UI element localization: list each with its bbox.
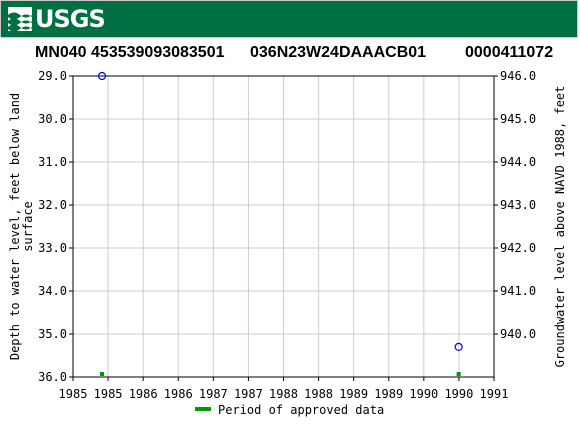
y-right-tick-label: 944.0	[500, 155, 536, 169]
y-left-tick-label: 29.0	[38, 69, 67, 83]
y-left-tick-label: 34.0	[38, 284, 67, 298]
x-tick-label: 1988	[304, 387, 333, 401]
x-tick-label: 1987	[199, 387, 228, 401]
x-tick-label: 1990	[409, 387, 438, 401]
x-tick-label: 1989	[339, 387, 368, 401]
site-name: 036N23W24DAAACB01	[250, 44, 427, 61]
y-left-tick-label: 35.0	[38, 327, 67, 341]
x-tick-label: 1986	[164, 387, 193, 401]
y-left-axis-title: Depth to water level, feet below land	[8, 93, 22, 360]
data-point	[454, 342, 463, 351]
approved-period-marker	[456, 372, 461, 376]
y-right-tick-label: 941.0	[500, 284, 536, 298]
usgs-logo[interactable]: USGS	[8, 5, 106, 33]
y-right-tick-label: 946.0	[500, 69, 536, 83]
usgs-banner: USGS	[0, 0, 578, 38]
site-number: 0000411072	[465, 44, 554, 61]
x-tick-label: 1987	[234, 387, 263, 401]
site-id: MN040 453539093083501	[35, 44, 225, 61]
y-left-tick-label: 31.0	[38, 155, 67, 169]
y-left-tick-label: 36.0	[38, 370, 67, 384]
usgs-logo-text: USGS	[35, 5, 106, 33]
x-tick-label: 1985	[94, 387, 123, 401]
x-tick-label: 1985	[59, 387, 88, 401]
y-right-tick-label: 945.0	[500, 112, 536, 126]
y-left-tick-label: 32.0	[38, 198, 67, 212]
x-tick-label: 1991	[480, 387, 509, 401]
y-left-tick-label: 30.0	[38, 112, 67, 126]
legend-label-approved: Period of approved data	[218, 403, 384, 417]
x-tick-label: 1989	[374, 387, 403, 401]
y-left-tick-label: 33.0	[38, 241, 67, 255]
x-tick-label: 1988	[269, 387, 298, 401]
y-right-tick-label: 943.0	[500, 198, 536, 212]
data-point	[97, 71, 107, 81]
legend-swatch-approved	[195, 407, 211, 411]
x-tick-label: 1986	[129, 387, 158, 401]
x-tick-label: 1990	[444, 387, 473, 401]
plot-border	[72, 75, 495, 378]
y-right-axis-title: Groundwater level above NAVD 1988, feet	[553, 86, 567, 368]
y-left-axis-title-line2: surface	[21, 201, 35, 252]
y-right-tick-label: 940.0	[500, 327, 536, 341]
usgs-wave-icon	[8, 7, 32, 31]
y-right-tick-label: 942.0	[500, 241, 536, 255]
approved-period-marker	[100, 372, 105, 376]
